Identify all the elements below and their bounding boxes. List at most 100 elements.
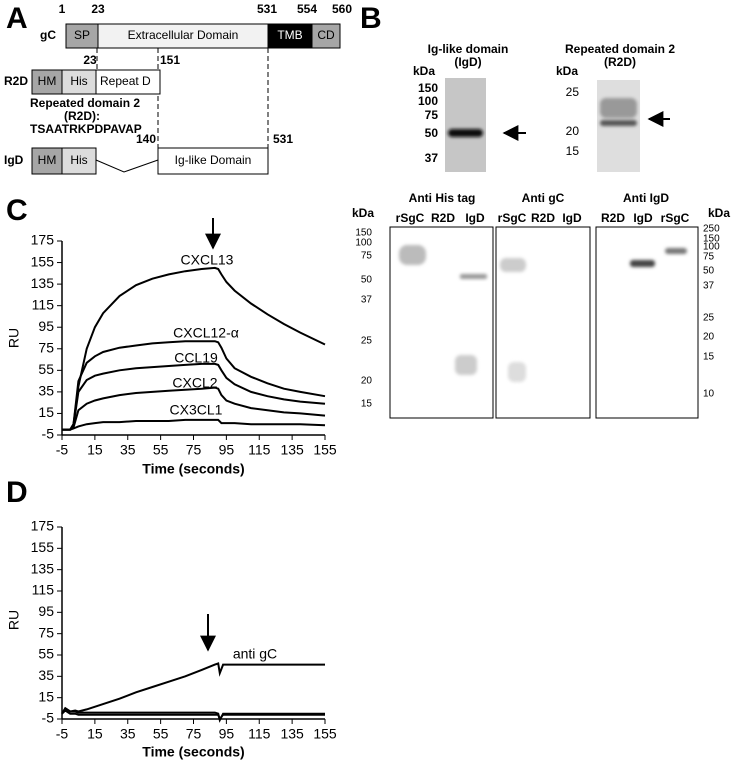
blot-title: (IgD) (454, 55, 481, 69)
x-tick-label: 135 (280, 726, 304, 742)
marker: 25 (361, 336, 373, 347)
domain-label: CD (317, 28, 335, 42)
sensorgram-line (62, 362, 326, 431)
blot-title: Anti IgD (623, 191, 669, 205)
band (455, 355, 477, 375)
marker: 20 (566, 124, 580, 138)
domain-box (157, 147, 269, 175)
domain-box (311, 23, 341, 49)
position: 140 (136, 132, 156, 146)
marker: 100 (703, 242, 720, 253)
band (399, 245, 426, 265)
marker: 10 (703, 389, 715, 400)
marker: 37 (361, 295, 373, 306)
marker: 150 (355, 228, 372, 239)
domain-box (95, 69, 161, 95)
blot-title: Anti gC (522, 191, 565, 205)
position: 560 (332, 2, 352, 16)
domain-box (61, 147, 97, 175)
marker: 150 (418, 81, 438, 95)
y-tick-label: -5 (42, 710, 55, 726)
blot (495, 226, 591, 419)
x-tick-label: 95 (219, 442, 235, 458)
domain-label: His (70, 74, 87, 88)
position: 151 (160, 53, 180, 67)
band (600, 120, 637, 126)
marker: 50 (703, 266, 715, 277)
domain-label: HM (38, 153, 57, 167)
domain-label: Repeat D (100, 74, 151, 88)
sensorgram-line (62, 418, 326, 431)
curve-label: CXCL13 (181, 252, 234, 268)
marker: 100 (355, 238, 372, 249)
y-tick-label: 55 (38, 646, 54, 662)
y-tick-label: -5 (42, 426, 55, 442)
domain-box (61, 69, 97, 95)
domain-label: His (70, 153, 87, 167)
linker (95, 159, 159, 173)
domain-label: Ig-like Domain (175, 153, 252, 167)
y-axis-label: RU (6, 610, 22, 630)
panel-b: B Ig-like domain (IgD) kDa 150 100 75 50… (360, 2, 675, 172)
domain-label: TMB (277, 28, 302, 42)
x-tick-label: 75 (186, 442, 202, 458)
unit: kDa (708, 206, 730, 220)
x-tick-label: 155 (313, 442, 337, 458)
sensorgram-line (62, 340, 326, 431)
domain-box (31, 69, 63, 95)
y-tick-label: 155 (31, 253, 55, 269)
domain-label: Extracellular Domain (128, 28, 239, 42)
unit: kDa (352, 206, 374, 220)
y-tick-label: 15 (38, 688, 54, 704)
curve-label: CCL19 (174, 350, 218, 366)
lane-label: IgD (562, 211, 582, 225)
blot-title: Ig-like domain (428, 42, 509, 56)
marker: 250 (703, 224, 720, 235)
blot-title: Anti His tag (409, 191, 476, 205)
marker: 150 (703, 234, 720, 245)
lane-label: IgD (465, 211, 485, 225)
note-title: Repeated domain 2 (30, 96, 140, 110)
x-tick-label: -5 (56, 726, 69, 742)
x-tick-label: 75 (186, 726, 202, 742)
y-tick-label: 95 (38, 603, 54, 619)
y-axis-label: RU (6, 328, 22, 348)
curve-label: CX3CL1 (170, 402, 223, 418)
domain-box (267, 23, 313, 49)
curve-label: CXCL2 (172, 375, 217, 391)
marker: 15 (361, 399, 373, 410)
marker: 15 (566, 144, 580, 158)
panel-letter: A (6, 2, 28, 35)
position: 23 (83, 53, 97, 67)
marker: 20 (703, 332, 715, 343)
position: 1 (59, 2, 66, 16)
sensorgram-line (62, 386, 326, 431)
y-tick-label: 115 (32, 582, 55, 598)
marker: 50 (425, 126, 439, 140)
marker: 37 (703, 281, 715, 292)
band (508, 362, 526, 382)
marker: 25 (566, 85, 580, 99)
lane-label: R2D (531, 211, 555, 225)
marker: 20 (361, 376, 373, 387)
panel-letter: C (6, 194, 28, 227)
lane-label: rSgC (396, 211, 425, 225)
curve-label: anti gC (233, 646, 277, 662)
x-axis-label: Time (seconds) (142, 461, 244, 477)
marker: 15 (703, 352, 715, 363)
y-tick-label: 35 (38, 383, 54, 399)
blot (595, 226, 699, 419)
lane-label: R2D (431, 211, 455, 225)
band (460, 274, 487, 279)
y-tick-label: 135 (31, 275, 55, 291)
position: 531 (273, 132, 293, 146)
x-tick-label: 155 (313, 726, 337, 742)
protein-name: IgD (4, 153, 24, 167)
x-tick-label: 15 (87, 442, 103, 458)
domain-label: HM (38, 74, 57, 88)
y-tick-label: 115 (32, 296, 55, 312)
western-blots: kDa 150 100 75 50 37 25 20 15 Anti His t… (352, 191, 730, 419)
marker: 37 (425, 151, 439, 165)
x-tick-label: 135 (280, 442, 304, 458)
lane-label: rSgC (498, 211, 527, 225)
